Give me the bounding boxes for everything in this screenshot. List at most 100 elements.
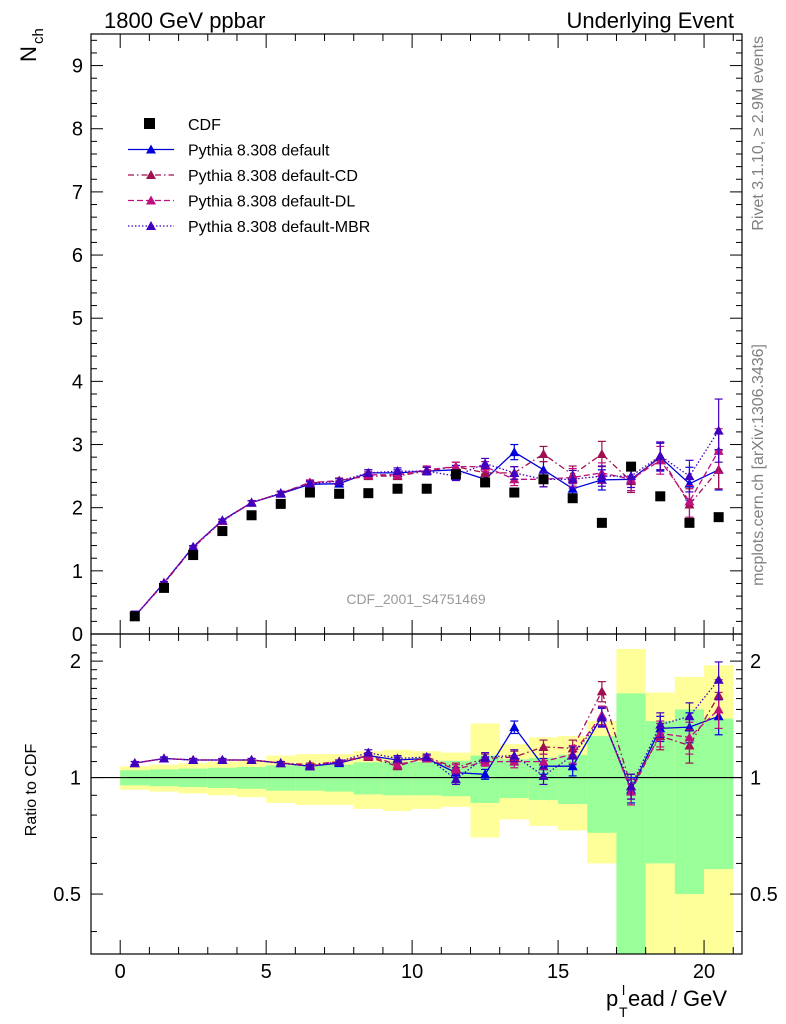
- x-tick-label: 10: [401, 961, 423, 983]
- cdf-data-point: [158, 582, 169, 593]
- main-point: [246, 497, 257, 507]
- main-point: [217, 515, 228, 525]
- x-tick-label: 20: [693, 961, 715, 983]
- band-1sigma-bin: [412, 761, 442, 796]
- ratio-point: [304, 761, 315, 771]
- ratio-point: [392, 759, 403, 769]
- legend: CDF Pythia 8.308 default Pythia 8.308 defa…: [128, 117, 370, 236]
- legend-marker: [146, 170, 156, 179]
- cdf-data-point: [713, 512, 724, 523]
- ratio-point: [363, 747, 374, 757]
- x-axis-label: p T l ead / GeV: [606, 982, 727, 1020]
- ratio-point: [596, 712, 607, 722]
- cdf-data-point: [421, 483, 432, 494]
- main-point: [538, 449, 549, 458]
- cdf-data-point: [188, 550, 199, 561]
- main-point: [480, 467, 491, 477]
- axes-frames: [90, 33, 743, 955]
- ratio-point: [713, 704, 724, 714]
- ratio-point: [129, 758, 140, 768]
- legend-marker: [146, 195, 156, 205]
- legend-marker-cdf: [144, 118, 155, 129]
- main-point: [421, 466, 432, 476]
- header-left-title: 1800 GeV ppbar: [104, 8, 265, 33]
- ratio-point: [684, 711, 695, 721]
- main-point: [567, 474, 578, 484]
- cdf-data-point: [538, 474, 549, 485]
- main-y-tick-label: 1: [72, 561, 83, 583]
- ratio-point: [480, 752, 491, 762]
- cdf-data-point: [450, 469, 461, 480]
- cdf-data-point: [275, 498, 286, 509]
- x-label-sup: l: [622, 982, 625, 998]
- main-point: [450, 461, 461, 471]
- cdf-data-point: [684, 517, 695, 528]
- ratio-point: [655, 719, 666, 729]
- chart-marks: [129, 398, 724, 806]
- mcplots-label: mcplots.cern.ch [arXiv:1306.3436]: [750, 344, 767, 586]
- ratio-point: [217, 755, 228, 765]
- ratio-point: [158, 753, 169, 763]
- ratio-point: [275, 758, 286, 768]
- ratio-panel-frame: [90, 633, 743, 955]
- ratio-y-tick-label: 1: [70, 768, 81, 790]
- legend-label: CDF: [188, 117, 221, 134]
- x-tick-label: 15: [547, 961, 569, 983]
- x-tick-label: 5: [261, 961, 272, 983]
- main-point: [655, 450, 666, 460]
- ratio-point: [509, 722, 520, 732]
- ratio-y-tick-label: 2: [70, 651, 81, 673]
- cdf-data-point: [246, 510, 257, 521]
- main-point: [334, 476, 345, 486]
- ratio-point: [538, 756, 549, 766]
- main-y-label-sub: ch: [30, 28, 47, 44]
- main-point: [275, 488, 286, 498]
- legend-label: Pythia 8.308 default-DL: [188, 194, 355, 211]
- ratio-point: [480, 769, 491, 779]
- main-point: [713, 425, 724, 435]
- header-right-title: Underlying Event: [566, 8, 734, 33]
- legend-label: Pythia 8.308 default: [188, 143, 330, 160]
- x-label-sub: T: [619, 1004, 628, 1020]
- cdf-data-point: [392, 483, 403, 494]
- ratio-point: [392, 753, 403, 763]
- band-1sigma-bin: [353, 762, 383, 795]
- ratio-point: [713, 674, 724, 684]
- main-y-tick-label: 8: [72, 119, 83, 141]
- cdf-data-point: [129, 611, 140, 622]
- ratio-point: [538, 741, 549, 751]
- cdf-data-point: [217, 526, 228, 537]
- main-point: [363, 467, 374, 477]
- rivet-label: Rivet 3.1.10, ≥ 2.9M events: [750, 36, 767, 231]
- ratio-y-tick-label-right: 2: [750, 651, 761, 673]
- main-point: [392, 466, 403, 476]
- x-label-rest: ead / GeV: [628, 986, 727, 1011]
- ratio-y-label: Ratio to CDF: [23, 744, 40, 837]
- main-y-tick-label: 9: [72, 56, 83, 78]
- main-y-tick-label: 3: [72, 435, 83, 457]
- cdf-data-point: [655, 491, 666, 502]
- main-y-tick-label: 4: [72, 371, 83, 393]
- ratio-point: [626, 781, 637, 791]
- main-y-label-main: N: [16, 46, 41, 62]
- ratio-point: [188, 755, 199, 765]
- main-y-tick-label: 5: [72, 308, 83, 330]
- ratio-point: [509, 750, 520, 760]
- main-point: [626, 471, 637, 481]
- main-point: [684, 471, 695, 481]
- ratio-point: [421, 752, 432, 762]
- ratio-y-tick-label-right: 0.5: [750, 884, 778, 906]
- x-label-main: p: [606, 986, 618, 1011]
- analysis-label: CDF_2001_S4751469: [346, 591, 486, 607]
- x-tick-label: 0: [115, 961, 126, 983]
- ratio-series-line: [134, 689, 720, 788]
- cdf-data-point: [626, 461, 637, 472]
- legend-marker: [146, 221, 156, 230]
- ratio-point: [567, 750, 578, 760]
- ratio-point: [450, 774, 461, 784]
- ratio-point: [567, 761, 578, 771]
- main-point: [188, 541, 199, 551]
- main-point: [480, 458, 491, 468]
